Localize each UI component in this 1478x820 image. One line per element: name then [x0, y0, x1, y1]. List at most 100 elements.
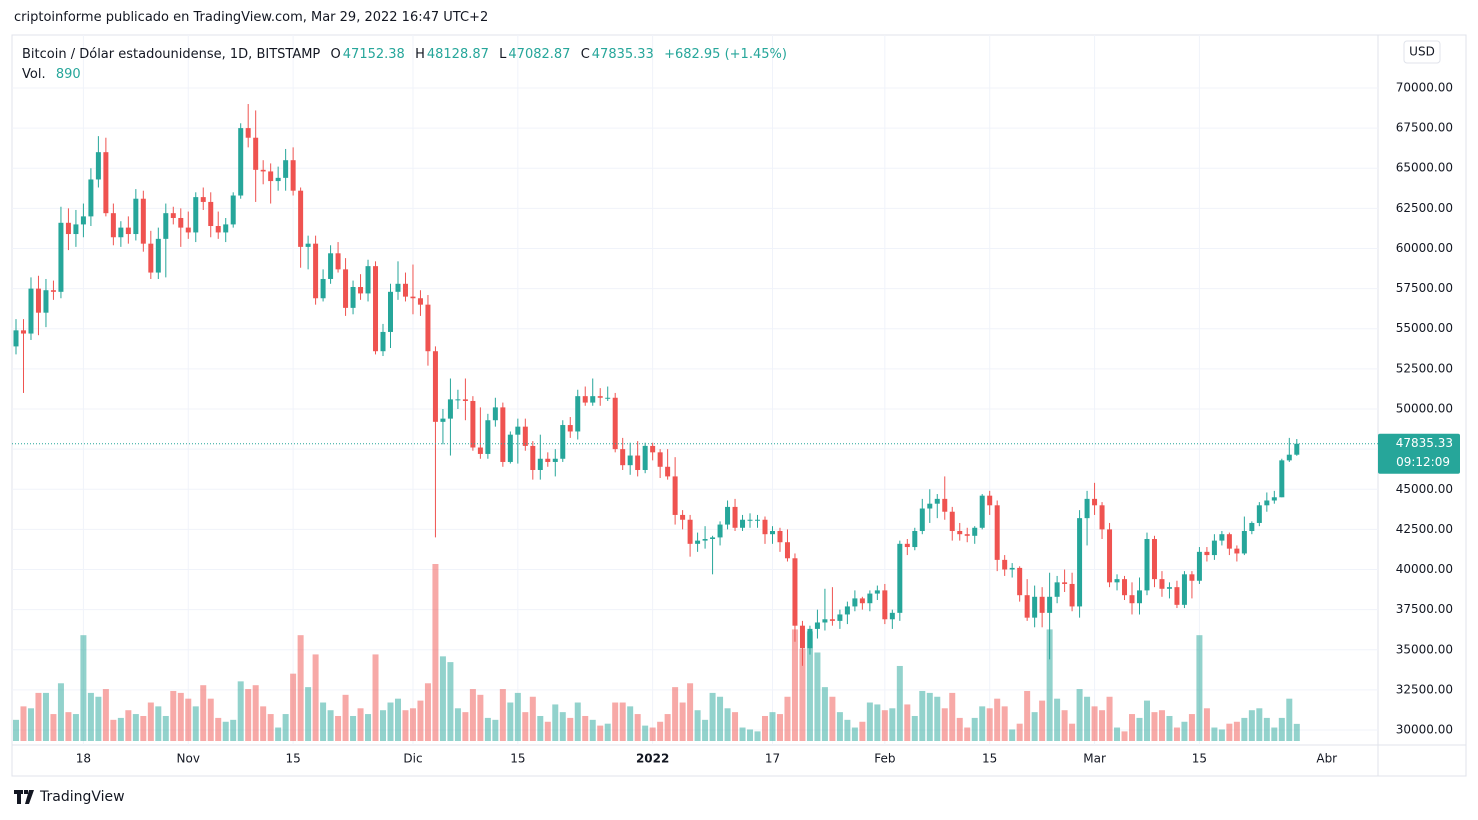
logo — [14, 790, 34, 804]
candle-body — [35, 288, 41, 313]
y-tick-label: 62500.00 — [1396, 201, 1453, 215]
volume-bar — [27, 708, 34, 741]
footer-text: TradingView — [40, 789, 125, 805]
volume-bar — [72, 714, 79, 741]
candle-body — [43, 290, 49, 313]
volume-bar — [125, 710, 132, 741]
volume-bar — [372, 654, 379, 741]
volume-bar — [1173, 727, 1180, 741]
volume-bar — [357, 708, 364, 741]
x-tick-label: 15 — [510, 752, 525, 766]
volume-bar — [1293, 723, 1300, 741]
volume-bar — [1009, 729, 1016, 741]
x-tick-label: Dic — [403, 752, 422, 766]
volume-bar — [1136, 717, 1143, 741]
candle-body — [710, 537, 716, 540]
candle-body — [1144, 539, 1150, 591]
candle-body — [597, 396, 603, 398]
volume-bar — [619, 702, 626, 741]
candle-body — [380, 331, 386, 352]
low-label: L — [499, 47, 507, 62]
candle-body — [178, 217, 184, 228]
volume-bar — [874, 704, 881, 741]
volume-bar — [1121, 731, 1128, 741]
candle-body — [1054, 582, 1060, 597]
volume-bar — [1129, 714, 1136, 741]
y-tick-label: 45000.00 — [1396, 482, 1453, 496]
volume-bar — [544, 721, 551, 741]
candle-body — [485, 420, 491, 454]
candle-body — [350, 287, 356, 308]
candle-body — [410, 296, 416, 299]
candle-body — [1129, 595, 1135, 604]
candle-body — [972, 527, 978, 536]
volume-bar — [1151, 712, 1158, 741]
candle-body — [567, 425, 573, 432]
volume-bar — [552, 704, 559, 741]
y-tick-label: 65000.00 — [1396, 161, 1453, 175]
candle-body — [110, 213, 116, 238]
volume-bar — [814, 652, 821, 741]
volume-bar — [484, 717, 491, 741]
candle-body — [642, 445, 648, 470]
open-value: 47152.38 — [342, 47, 405, 62]
volume-label: Vol. — [22, 67, 46, 82]
candle-body — [193, 197, 199, 233]
countdown-label: 09:12:09 — [1396, 455, 1450, 469]
candle-body — [65, 222, 71, 235]
volume-bar — [297, 635, 304, 741]
volume-bar — [80, 635, 87, 741]
volume-bar — [679, 702, 686, 741]
volume-bar — [215, 717, 222, 741]
candle-body — [612, 397, 618, 450]
candle-body — [897, 543, 903, 613]
volume-bar — [1196, 635, 1203, 741]
candle-body — [253, 137, 259, 170]
volume-bar — [1218, 729, 1225, 741]
candle-body — [777, 530, 783, 543]
chart-frame — [11, 34, 1467, 777]
volume-bar — [664, 714, 671, 741]
candle-body — [650, 445, 656, 453]
candle-body — [837, 614, 843, 621]
candle-body — [1226, 534, 1232, 549]
volume-bar — [829, 696, 836, 741]
candle-body — [1122, 579, 1128, 596]
candle-body — [425, 304, 431, 352]
volume-bar — [432, 564, 439, 741]
candle-body — [725, 506, 731, 525]
volume-bar — [919, 690, 926, 741]
volume-bar — [732, 712, 739, 741]
volume-bar — [170, 690, 177, 741]
candle-body — [1249, 522, 1255, 531]
volume-bar — [537, 715, 544, 741]
x-tick-label: Mar — [1083, 752, 1106, 766]
volume-bar — [387, 702, 394, 741]
volume-bar — [462, 712, 469, 741]
currency-box — [1403, 40, 1441, 64]
volume-bar — [350, 715, 357, 741]
volume-bar — [207, 698, 214, 741]
candle-body — [58, 222, 64, 292]
volume-bar — [222, 721, 229, 741]
volume-bar — [881, 710, 888, 741]
volume-bar — [1099, 710, 1106, 741]
volume-bar — [747, 729, 754, 741]
volume-bar — [821, 687, 828, 741]
volume-bar — [1203, 708, 1210, 741]
candle-body — [223, 224, 229, 233]
candle-body — [155, 238, 161, 273]
candle-body — [702, 539, 708, 541]
x-tick-label: Abr — [1316, 752, 1337, 766]
candle-body — [470, 400, 476, 448]
volume-bar — [559, 712, 566, 741]
volume-bar — [50, 714, 57, 741]
candle-body — [927, 503, 933, 509]
volume-bar — [994, 698, 1001, 741]
candle-body — [95, 152, 101, 180]
volume-bar — [237, 681, 244, 741]
candle-body — [73, 224, 79, 235]
candle-body — [268, 171, 274, 182]
candle-body — [537, 458, 543, 470]
